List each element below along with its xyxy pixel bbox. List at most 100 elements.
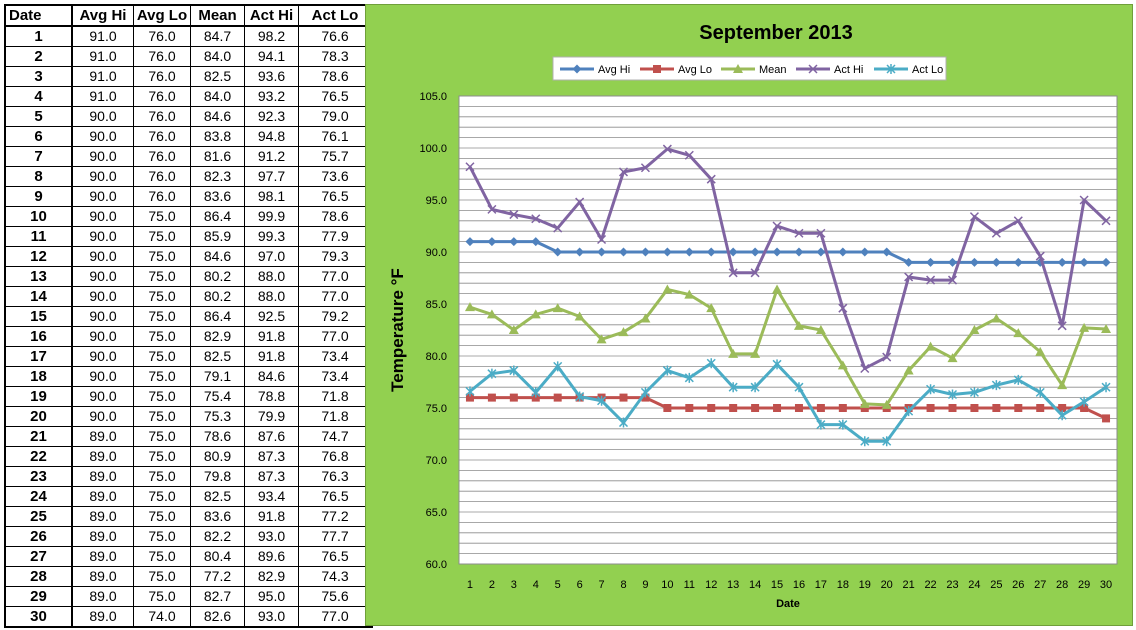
data-point-act-hi [684,150,694,160]
cell-date: 30 [4,606,73,628]
cell-act-hi: 87.3 [244,466,299,487]
x-tick-label: 19 [859,579,871,591]
table-row: 7 90.0 76.0 81.6 91.2 75.7 [4,146,373,167]
data-point-avg-lo [948,404,957,412]
cell-avg-lo: 75.0 [133,466,191,487]
data-point-act-lo [728,382,738,393]
data-point-avg-hi [684,247,694,257]
cell-date: 5 [4,106,73,127]
data-point-act-lo [1101,382,1111,393]
cell-avg-hi: 90.0 [71,226,134,247]
legend-label: Avg Lo [678,64,712,76]
cell-avg-lo: 76.0 [133,86,191,107]
x-tick-label: 24 [968,579,980,591]
data-point-act-lo [575,391,585,402]
cell-mean: 80.9 [190,446,245,467]
cell-avg-lo: 75.0 [133,526,191,547]
legend-item-mean[interactable]: Mean [721,64,787,76]
data-point-act-hi [487,204,497,214]
cell-avg-hi: 90.0 [71,246,134,267]
cell-avg-lo: 76.0 [133,126,191,147]
data-point-act-lo [597,395,607,406]
column-header-avg-lo[interactable]: Avg Lo [133,4,191,27]
legend-item-act-lo[interactable]: Act Lo [874,64,943,76]
legend-item-avg-lo[interactable]: Avg Lo [640,64,712,76]
cell-act-hi: 91.8 [244,506,299,527]
cell-act-lo: 75.6 [298,586,373,607]
data-point-act-hi [904,272,914,282]
y-axis-ticks: 60.0 65.0 70.0 75.0 80.0 85.0 90.0 95.0 100.0 105… [419,91,447,571]
data-point-avg-lo [553,393,562,402]
data-point-avg-hi [948,257,957,267]
table-row: 16 90.0 75.0 82.9 91.8 77.0 [4,326,373,347]
cell-act-hi: 88.0 [244,266,299,287]
cell-act-hi: 93.2 [244,86,299,107]
data-point-avg-hi [926,257,936,267]
cell-act-lo: 71.8 [298,386,373,407]
x-tick-label: 10 [661,579,673,591]
y-tick-label: 75.0 [426,403,447,415]
data-point-avg-lo [531,393,540,402]
data-point-act-hi [991,228,1001,238]
data-point-mean [574,311,585,321]
cell-avg-lo: 75.0 [133,566,191,587]
data-point-act-lo [882,436,892,447]
data-point-act-lo [465,386,475,397]
data-point-mean [706,303,717,313]
cell-avg-hi: 90.0 [71,126,134,147]
cell-date: 2 [4,46,73,67]
column-header-act-lo[interactable]: Act Lo [298,4,373,27]
x-tick-label: 2 [489,579,495,591]
data-point-act-hi [1079,195,1089,205]
data-point-act-hi [706,174,716,184]
cell-date: 29 [4,586,73,607]
cell-mean: 84.0 [190,46,245,67]
column-header-mean[interactable]: Mean [190,4,245,27]
data-point-avg-hi [750,247,760,257]
data-point-act-lo [816,419,826,430]
x-tick-label: 11 [684,579,695,591]
cell-avg-hi: 90.0 [71,106,134,127]
y-tick-label: 90.0 [426,247,447,259]
data-point-avg-lo [707,404,716,412]
legend-item-act-hi[interactable]: Act Hi [796,64,863,76]
data-point-act-lo [1013,374,1023,385]
data-point-mean [530,309,541,319]
data-point-act-lo [904,406,914,417]
legend-item-avg-hi[interactable]: Avg Hi [560,64,630,76]
data-point-act-hi [465,162,475,172]
data-point-act-hi [728,268,738,278]
series-line-act-lo [469,361,1107,443]
cell-act-hi: 99.9 [244,206,299,227]
cell-act-lo: 76.6 [298,25,373,47]
y-tick-label: 70.0 [426,455,447,467]
column-header-avg-hi[interactable]: Avg Hi [71,4,134,27]
series-avg-lo [465,393,1111,423]
data-point-avg-lo [1102,414,1111,423]
table-row: 15 90.0 75.0 86.4 92.5 79.2 [4,306,373,327]
x-tick-label: 29 [1078,579,1090,591]
data-point-avg-hi [860,247,870,257]
cell-date: 3 [4,66,73,87]
data-point-avg-hi [662,247,672,257]
data-point-avg-lo [860,404,869,412]
cell-avg-hi: 91.0 [71,46,134,67]
cell-act-hi: 93.4 [244,486,299,507]
column-header-date[interactable]: Date [4,4,73,27]
cell-mean: 75.4 [190,386,245,407]
table-row: 17 90.0 75.0 82.5 91.8 73.4 [4,346,373,367]
column-header-act-hi[interactable]: Act Hi [244,4,299,27]
cell-mean: 84.6 [190,106,245,127]
cell-act-hi: 93.6 [244,66,299,87]
data-point-act-lo [750,382,760,393]
x-tick-label: 4 [533,579,539,591]
series-act-hi [465,144,1111,374]
cell-avg-hi: 90.0 [71,266,134,287]
data-point-act-hi [597,234,607,245]
cell-mean: 84.6 [190,246,245,267]
cell-mean: 84.0 [190,86,245,107]
cell-date: 15 [4,306,73,327]
legend-marker [808,64,818,74]
cell-date: 28 [4,566,73,587]
cell-act-lo: 79.2 [298,306,373,327]
